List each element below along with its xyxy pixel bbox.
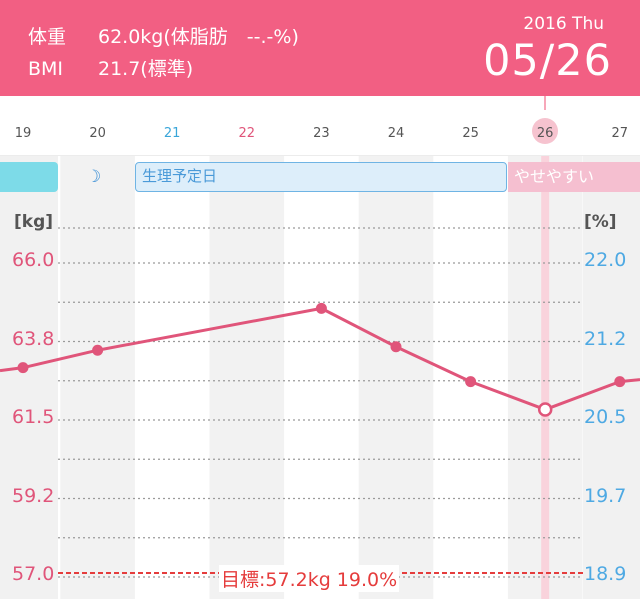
- weight-value: 62.0kg(体脂肪 --.-%): [98, 26, 299, 48]
- data-point-27: [614, 376, 626, 388]
- percent-tick-label: 19.7: [584, 484, 627, 507]
- day-label-19[interactable]: 19: [14, 126, 32, 141]
- column-band: [60, 156, 135, 599]
- day-label-25[interactable]: 25: [462, 126, 479, 141]
- day-label-22[interactable]: 22: [238, 126, 256, 141]
- data-point-24: [390, 341, 402, 353]
- selected-day-marker: [532, 118, 558, 144]
- column-band: [358, 156, 434, 599]
- event-bar-cyan[interactable]: [0, 162, 58, 192]
- crescent-moon-icon[interactable]: ☽: [86, 167, 102, 187]
- kg-tick-label: 63.8: [12, 327, 55, 350]
- left-gutter: [0, 156, 58, 599]
- day-label-26[interactable]: 26: [536, 126, 554, 141]
- kg-tick-label: 61.5: [12, 406, 55, 428]
- bmi-row: BMI 21.7(標準): [28, 54, 193, 81]
- weight-row: 体重 62.0kg(体脂肪 --.-%): [28, 22, 299, 49]
- weight-chart[interactable]: [0, 156, 640, 599]
- data-point-19: [17, 362, 29, 374]
- day-label-27[interactable]: 27: [611, 126, 629, 141]
- day-label-21[interactable]: 21: [163, 126, 181, 141]
- period-expected-bar[interactable]: 生理予定日: [135, 162, 507, 192]
- column-band: [209, 156, 285, 599]
- selected-day-column: [541, 156, 550, 599]
- day-label-20[interactable]: 20: [89, 126, 106, 141]
- percent-tick-label: 22.0: [584, 249, 627, 271]
- kg-tick-label: 57.0: [12, 563, 55, 585]
- data-point-26: [537, 402, 553, 417]
- date-month-day[interactable]: 05/26: [483, 36, 612, 86]
- date-year: 2016 Thu: [523, 14, 604, 34]
- easy-weight-loss-bar[interactable]: やせやすい: [508, 162, 640, 192]
- kg-unit-label: [kg]: [14, 212, 54, 232]
- bmi-value: 21.7(標準): [98, 58, 194, 80]
- bmi-label: BMI: [28, 58, 64, 80]
- selected-day-pin: [544, 96, 546, 110]
- right-gutter: [583, 156, 640, 599]
- kg-tick-label: 59.2: [12, 484, 55, 507]
- percent-unit-label: [%]: [584, 212, 617, 232]
- goal-label: 目標:57.2kg 19.0%: [219, 565, 400, 592]
- data-point-25: [465, 376, 477, 388]
- kg-tick-label: 66.0: [12, 249, 55, 271]
- day-label-23[interactable]: 23: [313, 126, 330, 141]
- data-point-23: [315, 302, 327, 314]
- day-strip[interactable]: 19 20 21 22 23 24 25 26 27: [0, 96, 640, 156]
- percent-tick-label: 20.5: [584, 406, 627, 428]
- summary-header: 体重 62.0kg(体脂肪 --.-%) BMI 21.7(標準) 2016 Thu…: [0, 0, 640, 96]
- percent-tick-label: 21.2: [584, 327, 627, 350]
- data-point-20: [92, 344, 104, 356]
- percent-tick-label: 18.9: [584, 563, 627, 585]
- weight-label: 体重: [28, 26, 67, 48]
- day-label-24[interactable]: 24: [387, 126, 405, 141]
- event-row: ☽ 生理予定日 やせやすい: [0, 162, 640, 196]
